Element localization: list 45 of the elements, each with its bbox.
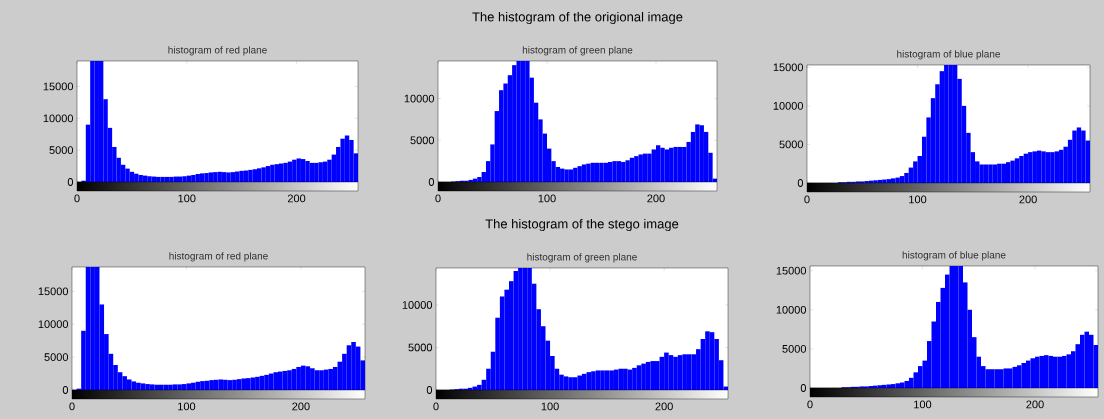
y-tick-label: 5000 — [49, 146, 74, 155]
x-tick-label: 200 — [647, 194, 665, 203]
y-tick-label: 0 — [428, 178, 435, 186]
y-tick-label: 10000 — [38, 320, 69, 329]
x-tick-label: 100 — [909, 195, 927, 204]
y-tick-label: 0 — [426, 386, 433, 394]
x-tick-label: 100 — [914, 400, 932, 409]
y-tick-label: 5000 — [410, 136, 435, 145]
y-tick-label: 15000 — [776, 266, 807, 275]
x-tick-label: 100 — [178, 194, 196, 203]
x-tick-label: 0 — [74, 194, 80, 203]
y-tick-label: 5000 — [782, 345, 807, 353]
y-tick-label: 15000 — [773, 63, 804, 72]
y-tick-label: 15000 — [43, 82, 74, 91]
x-tick-label: 200 — [1019, 195, 1037, 204]
text: The histogram of the stego image — [485, 218, 679, 232]
chart-title: histogram of green plane — [522, 46, 633, 56]
y-tick-label: 15000 — [38, 287, 69, 296]
y-tick-label: 0 — [797, 179, 804, 187]
x-tick-label: 200 — [292, 402, 310, 411]
y-tick-label: 5000 — [408, 343, 433, 352]
chart-title: histogram of red plane — [168, 46, 267, 56]
chart-title: histogram of green plane — [527, 253, 637, 263]
y-tick-label: 10000 — [402, 301, 433, 309]
x-tick-label: 200 — [287, 194, 306, 203]
y-tick-label: 10000 — [773, 101, 804, 110]
chart-title: histogram of blue plane — [897, 50, 1000, 60]
text: The histogram of the origional image — [472, 11, 683, 25]
x-tick-label: 100 — [538, 194, 556, 203]
chart-title: histogram of blue plane — [902, 251, 1006, 261]
x-tick-label: 100 — [178, 402, 196, 411]
x-tick-label: 100 — [541, 402, 559, 411]
x-tick-label: 200 — [655, 402, 673, 411]
x-tick-label: 0 — [435, 194, 441, 203]
y-tick-label: 0 — [67, 178, 74, 186]
chart-title: histogram of red plane — [169, 252, 268, 262]
y-tick-label: 5000 — [779, 140, 804, 149]
y-tick-label: 0 — [62, 386, 69, 394]
x-tick-label: 200 — [1026, 400, 1044, 409]
y-tick-label: 10000 — [776, 305, 807, 314]
x-tick-label: 0 — [807, 400, 813, 409]
y-tick-label: 10000 — [404, 94, 435, 103]
y-tick-label: 10000 — [43, 114, 74, 123]
y-tick-label: 5000 — [44, 353, 69, 361]
y-tick-label: 0 — [800, 384, 807, 392]
